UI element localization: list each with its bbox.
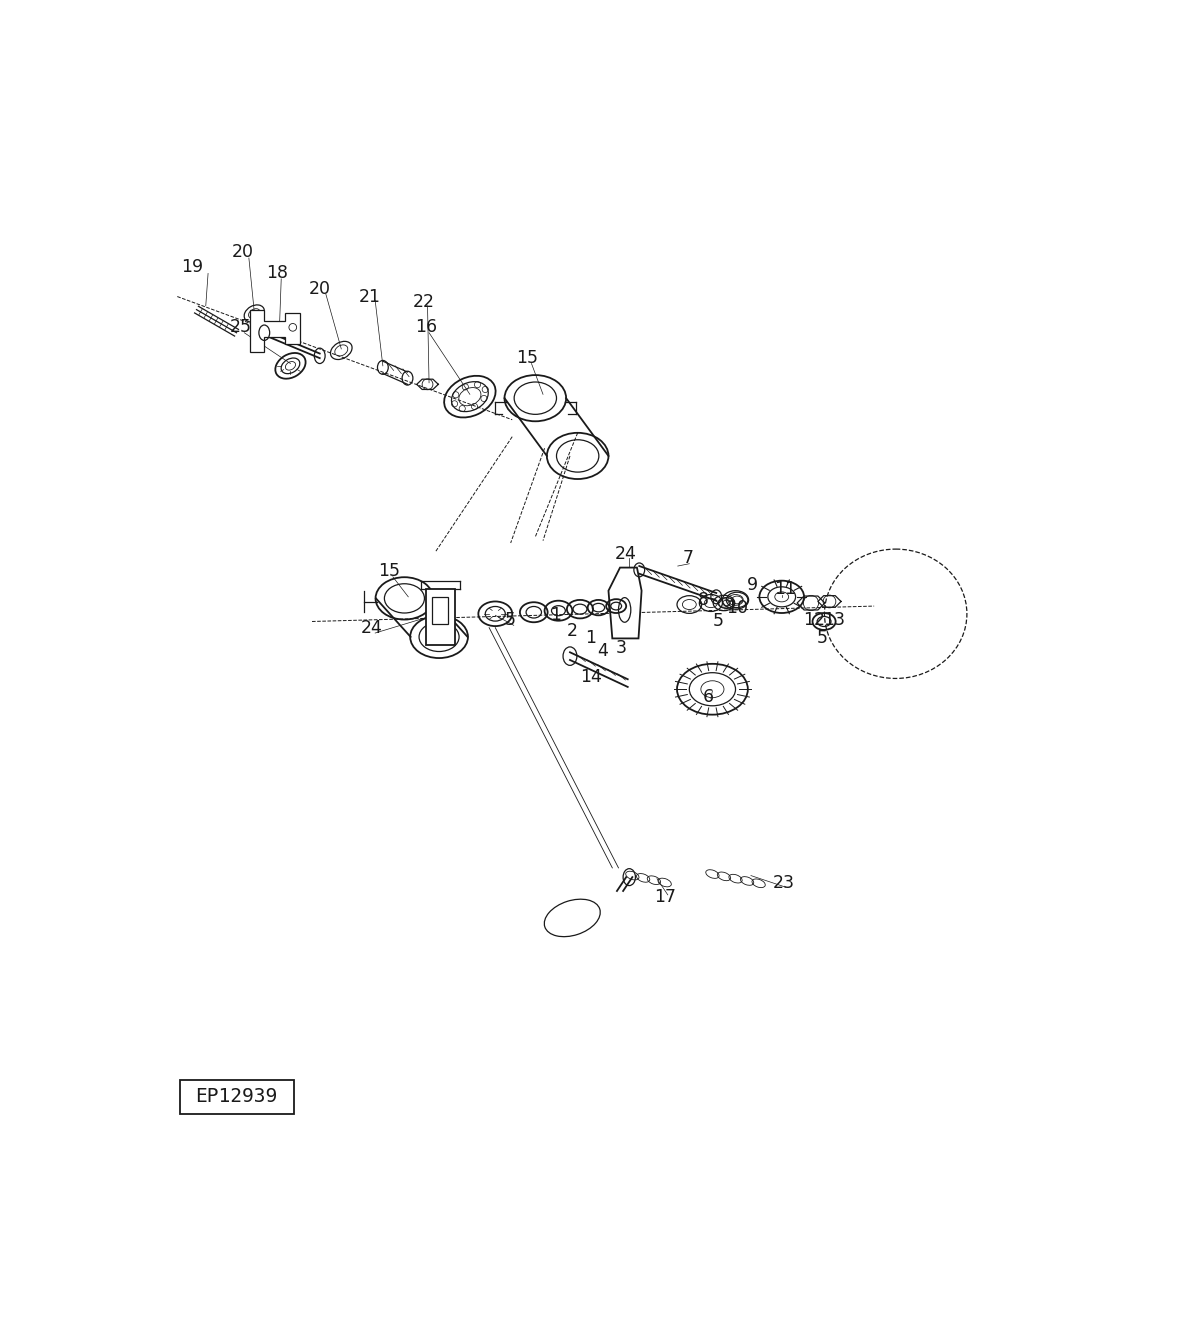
Text: 20: 20 (232, 243, 253, 260)
Text: 15: 15 (516, 350, 539, 367)
Text: 5: 5 (505, 611, 516, 629)
Text: 10: 10 (726, 598, 747, 617)
Polygon shape (250, 310, 301, 352)
Text: 4: 4 (598, 642, 608, 659)
Text: 11: 11 (775, 581, 797, 598)
Text: 16: 16 (415, 319, 437, 336)
Text: 24: 24 (361, 618, 383, 637)
Text: 6: 6 (703, 688, 714, 706)
Text: 24: 24 (615, 545, 637, 562)
Text: 15: 15 (378, 562, 400, 581)
Text: 3: 3 (617, 639, 627, 658)
Text: 8: 8 (698, 591, 709, 609)
Text: EP12939: EP12939 (196, 1087, 278, 1107)
Text: 25: 25 (230, 319, 252, 336)
Text: 12: 12 (803, 611, 825, 629)
Text: 17: 17 (653, 888, 676, 906)
Polygon shape (608, 567, 641, 638)
Text: 9: 9 (747, 575, 758, 594)
Bar (179, 1079, 294, 1114)
Text: 20: 20 (309, 280, 331, 298)
Bar (433, 597, 448, 623)
Text: 2: 2 (567, 622, 578, 639)
Text: 5: 5 (816, 630, 828, 647)
Text: 14: 14 (580, 668, 601, 686)
Text: 21: 21 (358, 287, 381, 306)
Text: 13: 13 (823, 611, 845, 629)
Text: 5: 5 (713, 613, 724, 630)
Text: 1: 1 (585, 630, 597, 647)
Text: 1: 1 (551, 606, 561, 625)
Text: 22: 22 (413, 292, 435, 311)
Bar (426, 589, 455, 645)
Text: 7: 7 (683, 549, 693, 567)
Text: 23: 23 (772, 874, 795, 892)
Text: 18: 18 (266, 264, 289, 283)
Text: 19: 19 (182, 258, 204, 276)
